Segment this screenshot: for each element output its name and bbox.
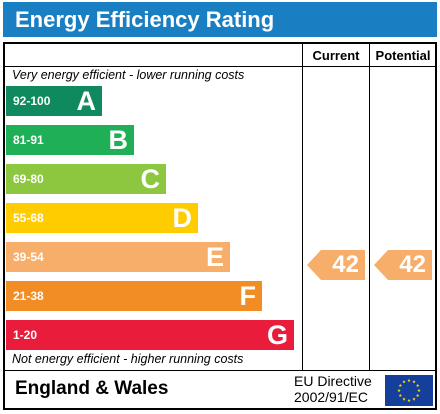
band-g: 1-20 G (6, 320, 294, 350)
band-e: 39-54 E (6, 242, 230, 272)
potential-rating-arrow: 42 (374, 250, 432, 280)
flag-star (407, 378, 411, 382)
band-range: 39-54 (13, 250, 44, 264)
flag-star (397, 388, 401, 392)
top-note: Very energy efficient - lower running co… (12, 68, 245, 82)
band-letter: B (108, 125, 129, 155)
band-b: 81-91 B (6, 125, 134, 155)
current-rating-value: 42 (332, 251, 359, 278)
column-divider (369, 43, 370, 370)
band-range: 55-68 (13, 211, 44, 225)
flag-star (398, 383, 403, 387)
eu-flag-icon (385, 375, 433, 406)
arrow-shape (307, 250, 365, 280)
flag-star (402, 397, 406, 401)
footer-divider (5, 370, 436, 371)
band-letter: G (266, 320, 288, 350)
band-range: 21-38 (13, 289, 44, 303)
band-d: 55-68 D (6, 203, 198, 233)
rating-table (3, 42, 437, 410)
directive-line2: 2002/91/EC (294, 389, 368, 405)
arrow-shape (374, 250, 432, 280)
flag-star (402, 380, 406, 384)
band-range: 92-100 (13, 94, 51, 108)
column-divider (302, 43, 303, 370)
header-divider (5, 66, 436, 67)
flag-star (415, 383, 420, 387)
band-letter: A (76, 86, 97, 116)
band-range: 69-80 (13, 172, 44, 186)
band-letter: C (140, 164, 161, 194)
flag-star (415, 393, 420, 397)
band-c: 69-80 C (6, 164, 166, 194)
footer-directive: EU Directive 2002/91/EC (294, 373, 372, 405)
directive-line1: EU Directive (294, 373, 372, 389)
band-f: 21-38 F (6, 281, 262, 311)
current-column-header: Current (312, 48, 360, 63)
flag-star (412, 397, 416, 401)
potential-rating-value: 42 (399, 251, 426, 278)
footer-country: England & Wales (15, 378, 169, 399)
band-letter: E (205, 242, 224, 272)
flag-star (412, 380, 416, 384)
page-title: Energy Efficiency Rating (3, 2, 437, 37)
flag-star (398, 393, 403, 397)
band-range: 1-20 (13, 328, 38, 342)
potential-column-header: Potential (375, 48, 431, 63)
current-rating-arrow: 42 (307, 250, 365, 280)
band-a: 92-100 A (6, 86, 102, 116)
flag-star (407, 398, 411, 402)
flag-star (417, 388, 421, 392)
band-letter: D (172, 203, 193, 233)
band-range: 81-91 (13, 133, 44, 147)
band-letter: F (239, 281, 257, 311)
bottom-note: Not energy efficient - higher running co… (12, 352, 244, 366)
